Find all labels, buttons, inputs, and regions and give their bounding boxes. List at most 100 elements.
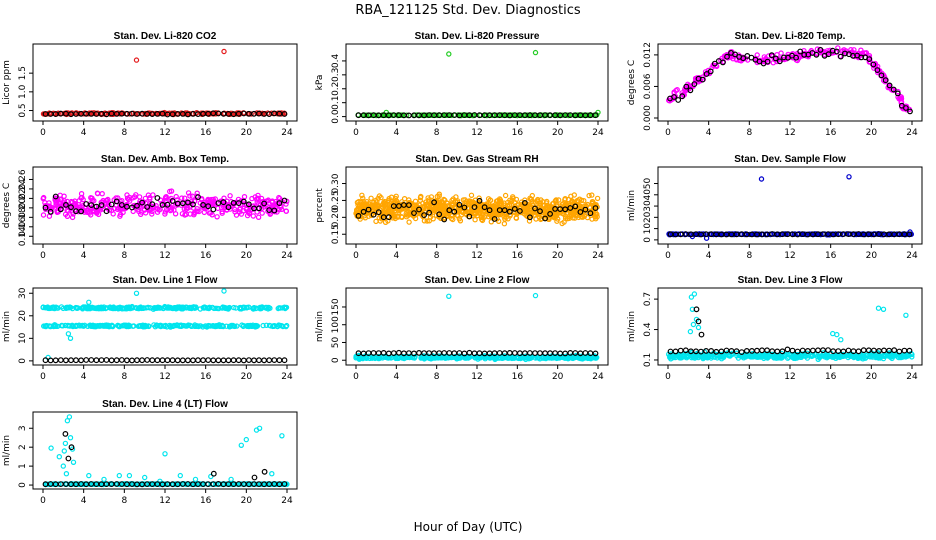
data-point (838, 337, 844, 343)
x-tick-label: 4 (393, 128, 399, 138)
data-point (436, 211, 443, 218)
data-point (76, 204, 82, 210)
data-point (494, 216, 500, 222)
data-point (592, 350, 599, 357)
data-point (157, 323, 164, 329)
data-point (245, 201, 252, 208)
data-point (483, 354, 489, 360)
x-tick-label: 8 (121, 128, 127, 138)
data-point (136, 323, 142, 329)
y-tick-label: 50 (331, 336, 341, 348)
data-point (269, 471, 275, 477)
data-point (184, 199, 191, 206)
data-point (164, 201, 171, 208)
data-point (238, 442, 244, 448)
data-point (67, 435, 74, 441)
x-tick-label: 12 (784, 372, 795, 382)
data-point (195, 194, 201, 201)
data-point (436, 191, 442, 197)
data-point (181, 195, 188, 201)
data-point (813, 51, 820, 58)
data-point (444, 200, 451, 206)
data-point (86, 472, 92, 479)
data-point (121, 481, 128, 487)
data-point (448, 354, 454, 361)
data-point (281, 357, 288, 364)
data-point (439, 206, 445, 213)
data-point (894, 90, 901, 97)
data-point (149, 211, 155, 217)
data-point (259, 304, 265, 310)
data-point (259, 210, 265, 216)
data-point (192, 476, 199, 483)
data-point (172, 481, 179, 487)
data-point (73, 305, 80, 311)
data-point (63, 305, 69, 311)
data-point (355, 212, 362, 219)
data-point (727, 353, 733, 359)
panel-title: Stan. Dev. Li-820 Pressure (415, 31, 540, 42)
data-point (371, 202, 377, 208)
data-point (124, 195, 131, 201)
data-point (144, 204, 151, 210)
y-tick-label: 0 (643, 237, 653, 243)
data-point (266, 304, 272, 311)
data-point (195, 357, 201, 364)
data-point (93, 357, 100, 364)
data-point (100, 305, 107, 312)
data-point (79, 322, 86, 329)
data-point (126, 472, 133, 479)
data-point (898, 102, 905, 109)
data-point (411, 210, 417, 217)
figure-x-label: Hour of Day (UTC) (414, 520, 523, 534)
y-tick-label: 0.20 (18, 198, 28, 218)
data-point (906, 231, 913, 238)
data-point (69, 322, 75, 328)
data-point (80, 196, 86, 203)
data-point (866, 56, 873, 62)
y-tick-label: 0.000 (643, 105, 653, 131)
data-point (754, 347, 760, 354)
y-tick-label: 0.3 (331, 68, 341, 82)
y-tick-label: 10 (643, 223, 653, 235)
y-axis-label: kPa (315, 75, 325, 91)
data-point (833, 231, 839, 237)
data-point (671, 94, 677, 100)
data-point (162, 195, 168, 202)
data-point (379, 213, 385, 219)
data-point (194, 205, 200, 212)
data-point (825, 352, 831, 358)
data-point (855, 355, 861, 361)
y-axis-label: degrees C (2, 183, 12, 228)
data-point (118, 357, 125, 363)
data-point (65, 455, 72, 462)
data-point (906, 347, 913, 354)
data-point (476, 197, 483, 204)
series-hourly (355, 112, 599, 119)
data-point (359, 203, 365, 209)
data-point (472, 210, 478, 217)
data-point (169, 323, 176, 329)
y-tick-label: 0.26 (18, 169, 28, 189)
data-point (250, 213, 256, 219)
y-tick-label: 0.24 (18, 179, 28, 199)
data-point (183, 206, 189, 213)
data-point (190, 201, 196, 208)
data-point (540, 355, 546, 361)
data-point (276, 194, 282, 201)
data-point (479, 217, 486, 224)
data-point (672, 348, 679, 355)
data-point (232, 209, 238, 215)
data-point (62, 440, 69, 447)
data-point (722, 53, 728, 60)
series-hourly (42, 357, 288, 364)
data-point (221, 288, 227, 294)
data-point (261, 468, 268, 475)
x-tick-label: 8 (434, 251, 440, 261)
data-point (131, 194, 138, 200)
data-point (52, 357, 59, 364)
data-point (416, 350, 422, 356)
data-point (866, 353, 873, 360)
data-point (756, 353, 763, 360)
